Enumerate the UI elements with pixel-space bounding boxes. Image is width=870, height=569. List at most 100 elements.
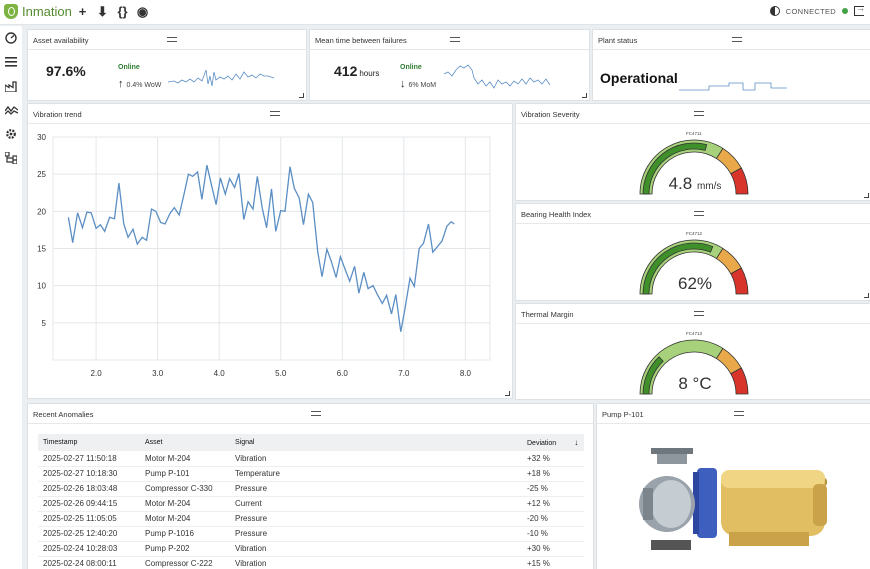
table-cell: Motor M-204 [140, 511, 230, 527]
table-cell: Current [230, 496, 522, 512]
column-header-deviation[interactable]: Deviation ↓ [522, 434, 584, 451]
drag-handle-icon[interactable] [693, 211, 704, 216]
hierarchy-icon[interactable] [0, 146, 22, 170]
panel-title: Bearing Health Index [521, 210, 592, 219]
panel-title: Mean time between failures [315, 36, 407, 45]
trend-icon[interactable] [0, 98, 22, 122]
mtbf-status: Online [400, 64, 422, 71]
arrow-up-icon: ↑ [118, 78, 124, 90]
panel-title: Thermal Margin [521, 310, 574, 319]
add-icon[interactable]: + [78, 4, 87, 19]
gauge-value: 8 °C [678, 374, 712, 393]
x-tick-label: 3.0 [152, 369, 164, 378]
settings-icon[interactable] [0, 122, 22, 146]
table-cell: Pump P-1016 [140, 526, 230, 542]
table-cell: 2025-02-26 09:44:15 [38, 496, 140, 512]
gauge-band-red [730, 167, 749, 195]
resize-handle-icon[interactable] [864, 193, 869, 198]
column-header-asset[interactable]: Asset [140, 434, 230, 451]
table-row[interactable]: 2025-02-24 10:28:03 Pump P-202 Vibration +3… [38, 541, 584, 557]
x-tick-label: 8.0 [460, 369, 472, 378]
table-cell: 2025-02-24 08:00:11 [38, 556, 140, 569]
column-header-timestamp[interactable]: Timestamp [38, 434, 140, 451]
drag-handle-icon[interactable] [734, 411, 744, 416]
table-row[interactable]: 2025-02-24 08:00:11 Compressor C-222 Vibra… [38, 556, 584, 569]
table-cell: Pressure [230, 526, 522, 542]
availability-trend: ↑ 0.4% WoW [118, 78, 162, 90]
y-tick-label: 25 [37, 170, 46, 179]
gauge-code: FC4712 [686, 231, 703, 236]
drag-handle-icon[interactable] [693, 311, 704, 316]
table-cell: Motor M-204 [140, 496, 230, 512]
table-row[interactable]: 2025-02-26 18:03:48 Compressor C-330 Press… [38, 481, 584, 497]
theme-toggle-icon[interactable] [769, 6, 780, 16]
panel-title: Vibration trend [33, 110, 82, 119]
drag-handle-icon[interactable] [449, 37, 460, 42]
plant-status-panel: Plant status Operational [592, 29, 870, 101]
eye-icon[interactable]: ◉ [136, 4, 149, 19]
table-cell: -20 % [522, 511, 584, 527]
thermal-margin-panel: Thermal Margin FC4713 8 °C [515, 303, 870, 400]
table-row[interactable]: 2025-02-26 09:44:15 Motor M-204 Current +12… [38, 496, 584, 512]
gauge-value: 4.8 mm/s [668, 174, 722, 193]
download-icon[interactable]: ⬇ [97, 4, 108, 19]
resize-handle-icon[interactable] [864, 293, 869, 298]
y-tick-label: 30 [37, 133, 46, 142]
y-tick-label: 15 [37, 245, 46, 254]
resize-handle-icon[interactable] [299, 93, 304, 98]
table-cell: Pressure [230, 511, 522, 527]
list-icon[interactable] [0, 50, 22, 74]
app-logo[interactable]: Inmation [4, 4, 72, 19]
arrow-down-icon: ↓ [400, 78, 406, 90]
gauge-value-arc [642, 356, 664, 395]
drag-handle-icon[interactable] [310, 411, 321, 416]
plant-status-step-chart [679, 82, 787, 91]
y-tick-label: 5 [42, 319, 47, 328]
drag-handle-icon[interactable] [270, 111, 280, 116]
mtbf-unit: hours [359, 69, 380, 78]
x-tick-label: 6.0 [337, 369, 349, 378]
mtbf-sparkline [444, 64, 551, 89]
drag-handle-icon[interactable] [167, 37, 177, 42]
anomalies-table: Timestamp Asset Signal Deviation ↓ 2025-0… [38, 434, 584, 569]
table-cell: -25 % [522, 481, 584, 497]
column-header-signal[interactable]: Signal [230, 434, 522, 451]
status-dot-icon [842, 8, 848, 14]
availability-sparkline [168, 69, 275, 87]
plant-status-value: Operational [600, 70, 678, 86]
table-cell: Vibration [230, 541, 522, 557]
table-row[interactable]: 2025-02-25 11:05:05 Motor M-204 Pressure -2… [38, 511, 584, 527]
panel-title: Pump P-101 [602, 410, 644, 419]
top-bar: Inmation + ⬇ {} ◉ CONNECTED [0, 0, 870, 25]
logo-icon [4, 4, 18, 19]
app-name: Inmation [22, 4, 72, 19]
code-braces-icon[interactable]: {} [117, 4, 128, 19]
drag-handle-icon[interactable] [732, 37, 742, 42]
pump-panel: Pump P-101 [596, 403, 870, 569]
table-cell: 2025-02-26 18:03:48 [38, 481, 140, 497]
table-cell: Compressor C-330 [140, 481, 230, 497]
logout-icon[interactable] [854, 3, 865, 16]
resize-handle-icon[interactable] [582, 93, 587, 98]
dashboard-icon[interactable] [0, 26, 22, 50]
mtbf-trend: ↓ 6% MoM [400, 78, 437, 90]
x-tick-label: 5.0 [275, 369, 287, 378]
table-cell: Motor M-204 [140, 451, 230, 467]
table-cell: 2025-02-24 10:28:03 [38, 541, 140, 557]
sort-arrow-icon[interactable]: ↓ [574, 438, 579, 447]
table-cell: 2025-02-25 12:40:20 [38, 526, 140, 542]
availability-status: Online [118, 64, 140, 71]
table-row[interactable]: 2025-02-25 12:40:20 Pump P-1016 Pressure -1… [38, 526, 584, 542]
factory-icon[interactable] [0, 74, 22, 98]
gauge-value: 62% [677, 274, 713, 293]
resize-handle-icon[interactable] [505, 391, 510, 396]
table-row[interactable]: 2025-02-27 10:18:30 Pump P-101 Temperature… [38, 466, 584, 482]
recent-anomalies-panel: Recent Anomalies Timestamp Asset Signal … [27, 403, 594, 569]
table-cell: Compressor C-222 [140, 556, 230, 569]
y-tick-label: 10 [37, 282, 46, 291]
drag-handle-icon[interactable] [693, 111, 704, 116]
table-cell: Pump P-202 [140, 541, 230, 557]
table-row[interactable]: 2025-02-27 11:50:18 Motor M-204 Vibration +… [38, 451, 584, 467]
vibration-severity-gauge [639, 139, 749, 195]
vibration-severity-panel: Vibration Severity FC4711 4.8 mm/s [515, 103, 870, 201]
